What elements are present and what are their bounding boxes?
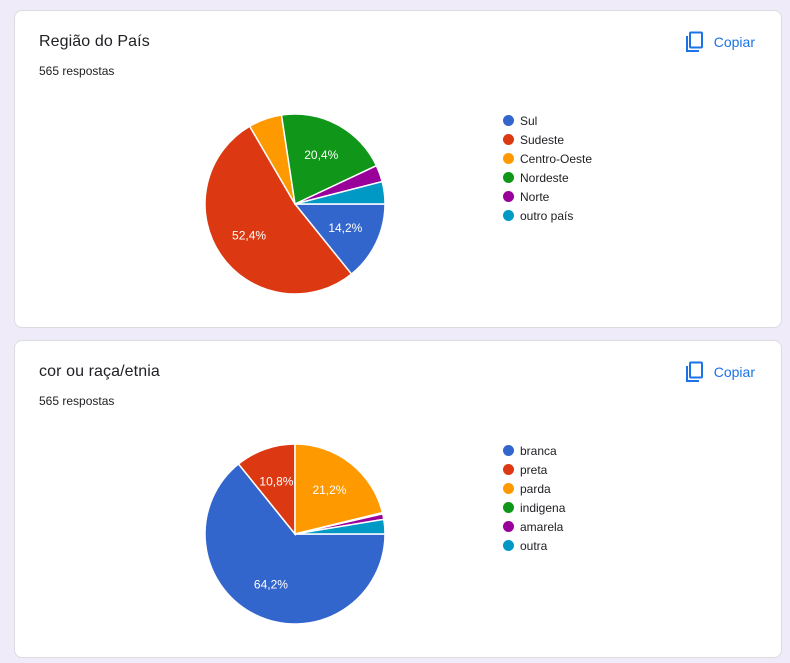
pie-slice-branca[interactable] (204, 462, 385, 625)
slice-value-label: 52,4% (232, 229, 266, 243)
copy-icon (685, 31, 703, 52)
legend-swatch (503, 115, 514, 126)
copy-icon (685, 361, 703, 382)
legend-label: preta (520, 462, 548, 477)
legend-item[interactable]: amarela (503, 517, 565, 536)
legend-label: Sul (520, 113, 538, 128)
legend-label: indigena (520, 500, 566, 515)
legend-swatch (503, 502, 514, 513)
legend-swatch (503, 521, 514, 532)
pie-slice-parda[interactable] (294, 443, 384, 535)
legend-label: branca (520, 443, 557, 458)
legend-swatch (503, 483, 514, 494)
response-count: 565 respostas (39, 64, 115, 78)
legend-label: outro país (520, 208, 574, 223)
slice-value-label: 20,4% (304, 148, 338, 162)
legend-label: Nordeste (520, 170, 569, 185)
card-title: cor ou raça/etnia (39, 363, 160, 380)
question-card-regiao: Região do País 565 respostas Copiar 14,2… (14, 10, 782, 328)
pie-slice-sul[interactable] (293, 203, 385, 276)
card-title: Região do País (39, 33, 150, 50)
legend-item[interactable]: preta (503, 460, 565, 479)
response-count: 565 respostas (39, 394, 115, 408)
legend-item[interactable]: outro país (503, 206, 592, 225)
legend-label: Norte (520, 189, 550, 204)
legend-swatch (503, 172, 514, 183)
legend-swatch (503, 191, 514, 202)
pie-slice-nordeste[interactable] (280, 113, 378, 206)
slice-value-label: 10,8% (259, 474, 293, 488)
copy-label: Copiar (713, 34, 755, 50)
pie-chart: 64,2% 10,8% 21,2% (204, 443, 385, 625)
legend-swatch (503, 134, 514, 145)
legend-item[interactable]: Centro-Oeste (503, 149, 592, 168)
legend-item[interactable]: branca (503, 441, 565, 460)
legend-item[interactable]: parda (503, 479, 565, 498)
legend-label: parda (520, 481, 551, 496)
chart-legend: branca preta parda indigena amarela outra (503, 441, 565, 555)
legend-swatch (503, 153, 514, 164)
pie-slice-sudeste[interactable] (204, 125, 353, 295)
legend-swatch (503, 540, 514, 551)
slice-value-label: 64,2% (254, 577, 288, 591)
legend-swatch (503, 464, 514, 475)
legend-label: Sudeste (520, 132, 565, 147)
slice-value-label: 21,2% (312, 483, 346, 497)
legend-item[interactable]: Sul (503, 111, 592, 130)
copy-button[interactable]: Copiar (684, 31, 755, 53)
chart-legend: Sul Sudeste Centro-Oeste Nordeste Norte outro… (503, 111, 592, 225)
legend-label: Centro-Oeste (520, 151, 593, 166)
legend-label: amarela (520, 519, 564, 534)
question-card-cor-raca: cor ou raça/etnia 565 respostas Copiar 6… (14, 340, 782, 658)
copy-label: Copiar (713, 364, 755, 380)
legend-item[interactable]: Nordeste (503, 168, 592, 187)
copy-button[interactable]: Copiar (684, 361, 755, 383)
legend-item[interactable]: Sudeste (503, 130, 592, 149)
legend-label: outra (520, 538, 548, 553)
legend-item[interactable]: indigena (503, 498, 565, 517)
legend-item[interactable]: outra (503, 536, 565, 555)
pie-chart: 14,2% 52,4% 20,4% (204, 113, 385, 295)
legend-swatch (503, 445, 514, 456)
legend-item[interactable]: Norte (503, 187, 592, 206)
slice-value-label: 14,2% (328, 221, 362, 235)
legend-swatch (503, 210, 514, 221)
